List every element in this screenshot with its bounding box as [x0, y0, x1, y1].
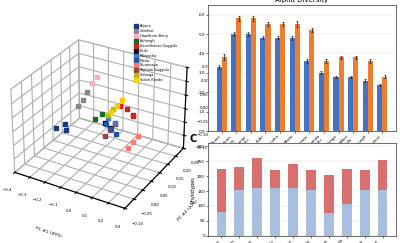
Bar: [216, 169, 226, 212]
Bar: [382, 77, 388, 131]
Bar: [334, 77, 338, 131]
Bar: [360, 190, 370, 236]
Bar: [324, 61, 329, 131]
Bar: [342, 169, 352, 204]
Bar: [266, 24, 270, 131]
Bar: [288, 164, 298, 188]
Bar: [342, 204, 352, 236]
Bar: [216, 67, 222, 131]
Legend: Shannon, Faith: Shannon, Faith: [275, 175, 329, 182]
Bar: [295, 24, 300, 131]
X-axis label: PC #1 (49%): PC #1 (49%): [35, 226, 63, 238]
Bar: [236, 18, 241, 131]
Bar: [378, 160, 388, 190]
Bar: [348, 77, 353, 131]
Bar: [275, 38, 280, 131]
Bar: [304, 61, 309, 131]
Text: C: C: [189, 134, 196, 144]
Bar: [338, 57, 344, 131]
Bar: [270, 188, 280, 236]
Bar: [324, 175, 334, 213]
Bar: [280, 24, 285, 131]
Bar: [260, 38, 266, 131]
Legend: Arjuna, Coinfest, Hawthorn Berry, Kalmegh, Kanchkanar Guggulu, Kutki, Manjistha,: Arjuna, Coinfest, Hawthorn Berry, Kalmeg…: [135, 25, 177, 82]
Bar: [306, 170, 316, 190]
Bar: [234, 190, 244, 236]
Bar: [360, 170, 370, 190]
Bar: [288, 188, 298, 236]
Bar: [377, 85, 382, 131]
Bar: [251, 18, 256, 131]
Bar: [319, 73, 324, 131]
Bar: [222, 57, 227, 131]
Y-axis label: Phylotypes: Phylotypes: [191, 176, 196, 203]
Bar: [290, 38, 295, 131]
Bar: [306, 190, 316, 236]
Bar: [353, 57, 358, 131]
Bar: [363, 81, 368, 131]
Title: Alpha Diversity: Alpha Diversity: [276, 0, 328, 3]
Bar: [252, 188, 262, 236]
Bar: [234, 167, 244, 190]
Bar: [231, 34, 236, 131]
Text: B: B: [189, 0, 196, 2]
Bar: [270, 170, 280, 188]
Bar: [309, 30, 314, 131]
Bar: [246, 34, 251, 131]
Bar: [368, 61, 373, 131]
Bar: [378, 190, 388, 236]
Bar: [324, 213, 334, 236]
Bar: [252, 158, 262, 188]
Y-axis label: PC #2 (20%): PC #2 (20%): [176, 199, 199, 222]
Bar: [216, 212, 226, 236]
